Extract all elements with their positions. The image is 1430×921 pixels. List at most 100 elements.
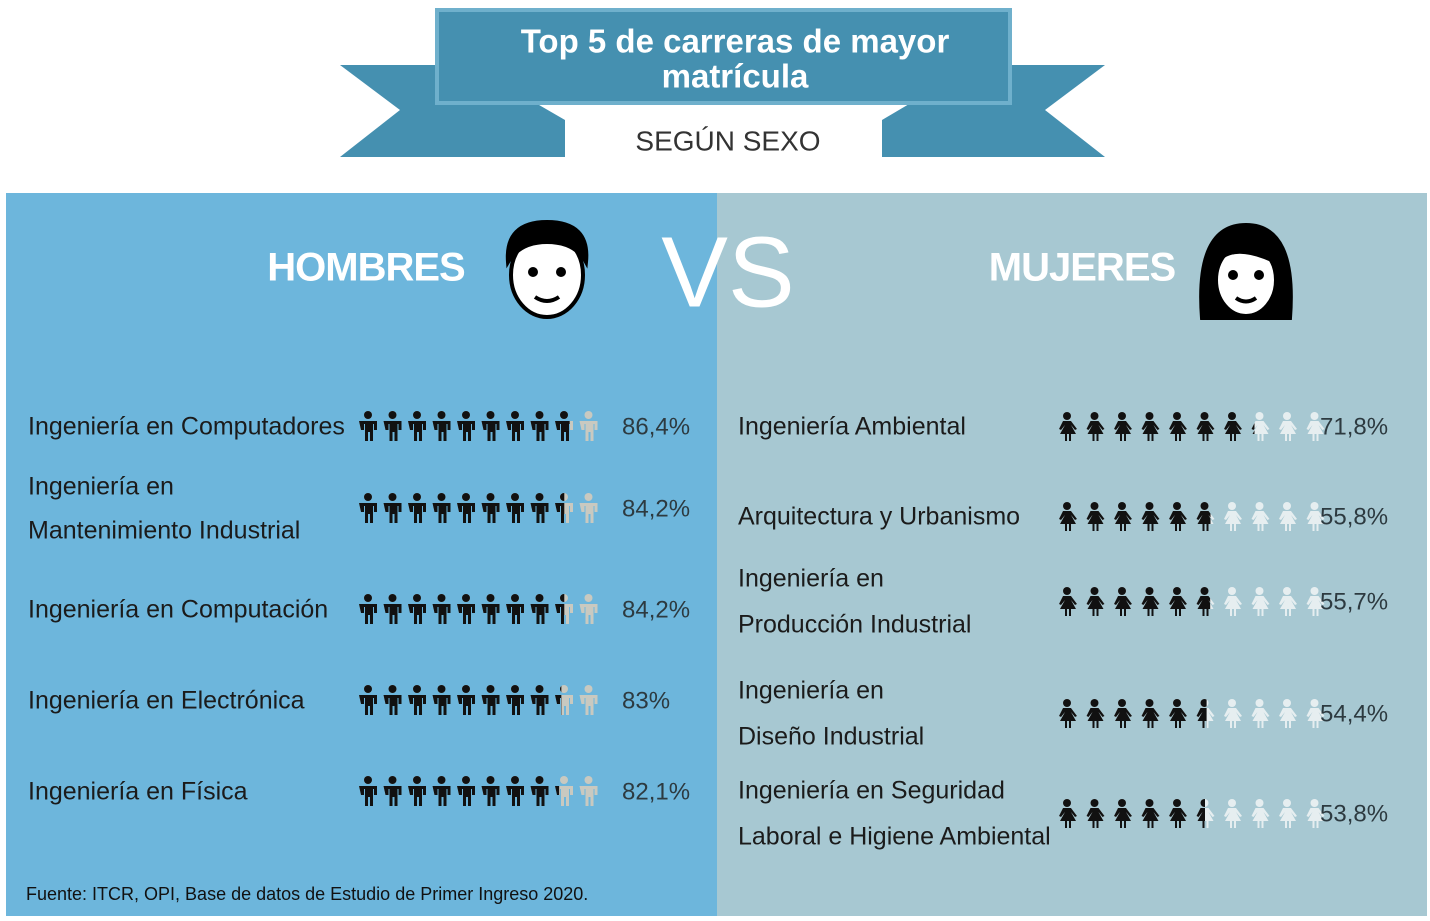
icon-part — [579, 604, 598, 624]
icon-part — [1063, 412, 1071, 420]
icon-part — [1173, 412, 1181, 420]
icon-part — [506, 503, 524, 523]
icon-part — [1114, 511, 1132, 531]
icon-part — [555, 503, 565, 523]
icon-part — [579, 421, 598, 441]
icon-part — [1090, 412, 1099, 420]
career-name: Ingeniería en Electrónica — [28, 687, 305, 715]
icon-part — [486, 411, 495, 419]
icon-part — [1251, 423, 1255, 434]
icon-part — [1141, 596, 1160, 616]
icon-part — [506, 786, 524, 806]
icon-part — [1228, 587, 1236, 595]
icon-part — [1279, 808, 1297, 828]
icon-part — [462, 493, 470, 501]
icon-part — [560, 685, 568, 693]
icon-part — [457, 786, 475, 806]
career-name: Ingeniería en Computación — [28, 596, 328, 624]
icon-part — [1228, 799, 1236, 807]
icon-part — [1279, 421, 1297, 441]
icon-part — [560, 776, 568, 784]
icon-part — [1063, 502, 1071, 510]
icon-part — [1251, 808, 1270, 828]
icon-part — [1114, 596, 1132, 616]
pictogram-filled — [1059, 587, 1211, 616]
percentage: 82,1% — [622, 778, 690, 805]
banner — [340, 8, 1105, 157]
pictogram — [1059, 587, 1325, 616]
icon-part — [1228, 412, 1236, 420]
icon-part — [1118, 799, 1126, 807]
icon-part — [388, 493, 397, 501]
icon-part — [1169, 511, 1187, 531]
career-name: Arquitectura y Urbanismo — [738, 503, 1020, 531]
icon-part — [359, 421, 377, 441]
icon-part — [388, 594, 397, 602]
percentage: 86,4% — [622, 413, 690, 440]
icon-part — [1196, 596, 1211, 616]
icon-part — [1310, 412, 1319, 420]
icon-part — [1306, 421, 1325, 441]
icon-part — [1306, 808, 1325, 828]
pictogram — [359, 776, 598, 806]
icon-part — [1251, 421, 1270, 441]
icon-part — [1173, 587, 1181, 595]
icon-part — [1279, 596, 1297, 616]
icon-part — [1255, 412, 1264, 420]
icon-part — [535, 594, 544, 602]
pictogram-filled — [359, 594, 565, 624]
icon-part — [486, 685, 495, 693]
icon-part — [486, 776, 495, 784]
icon-part — [1196, 421, 1215, 441]
vs: VS — [661, 216, 794, 328]
icon-part — [1310, 799, 1319, 807]
men-panel — [6, 193, 717, 916]
icon-part — [1224, 421, 1242, 441]
icon-part — [383, 421, 402, 441]
icon-part — [584, 685, 593, 693]
icon-part — [408, 421, 426, 441]
women-panel — [717, 193, 1427, 916]
icon-part — [1196, 708, 1207, 728]
career-name: Ingeniería en Computadores — [28, 413, 345, 441]
icon-part — [457, 503, 475, 523]
pictogram — [359, 594, 598, 624]
icon-part — [486, 493, 495, 501]
icon-part — [388, 776, 397, 784]
icon-part — [1200, 799, 1205, 807]
icon-part — [1169, 708, 1187, 728]
icon-part — [408, 503, 426, 523]
icon-part — [462, 776, 470, 784]
icon-part — [359, 786, 377, 806]
icon-part — [1141, 708, 1160, 728]
icon-part — [1283, 587, 1291, 595]
icon-part — [1279, 511, 1297, 531]
icon-part — [486, 594, 495, 602]
icon-part — [530, 421, 549, 441]
pictogram-filled — [1059, 412, 1255, 441]
icon-part — [1090, 502, 1099, 510]
icon-part — [432, 786, 451, 806]
icon-part — [437, 594, 446, 602]
icon-part — [511, 776, 519, 784]
icon-part — [1145, 502, 1154, 510]
icon-part — [437, 776, 446, 784]
icon-part — [584, 594, 593, 602]
icon-part — [1224, 708, 1242, 728]
icon-part — [364, 594, 372, 602]
icon-part — [1255, 699, 1264, 707]
icon-part — [1279, 708, 1297, 728]
icon-part — [1086, 511, 1105, 531]
panel-title: MUJERES — [989, 246, 1176, 290]
icon-part — [1169, 808, 1187, 828]
icon-part — [432, 695, 451, 715]
career-name: Diseño Industrial — [738, 723, 924, 751]
icon-part — [1228, 699, 1236, 707]
icon-part — [511, 493, 519, 501]
pictogram-filled — [359, 493, 565, 523]
icon-part — [413, 411, 421, 419]
career-name: Laboral e Higiene Ambiental — [738, 823, 1051, 851]
icon-part — [1173, 502, 1181, 510]
percentage: 55,8% — [1320, 503, 1388, 530]
icon-part — [1118, 587, 1126, 595]
